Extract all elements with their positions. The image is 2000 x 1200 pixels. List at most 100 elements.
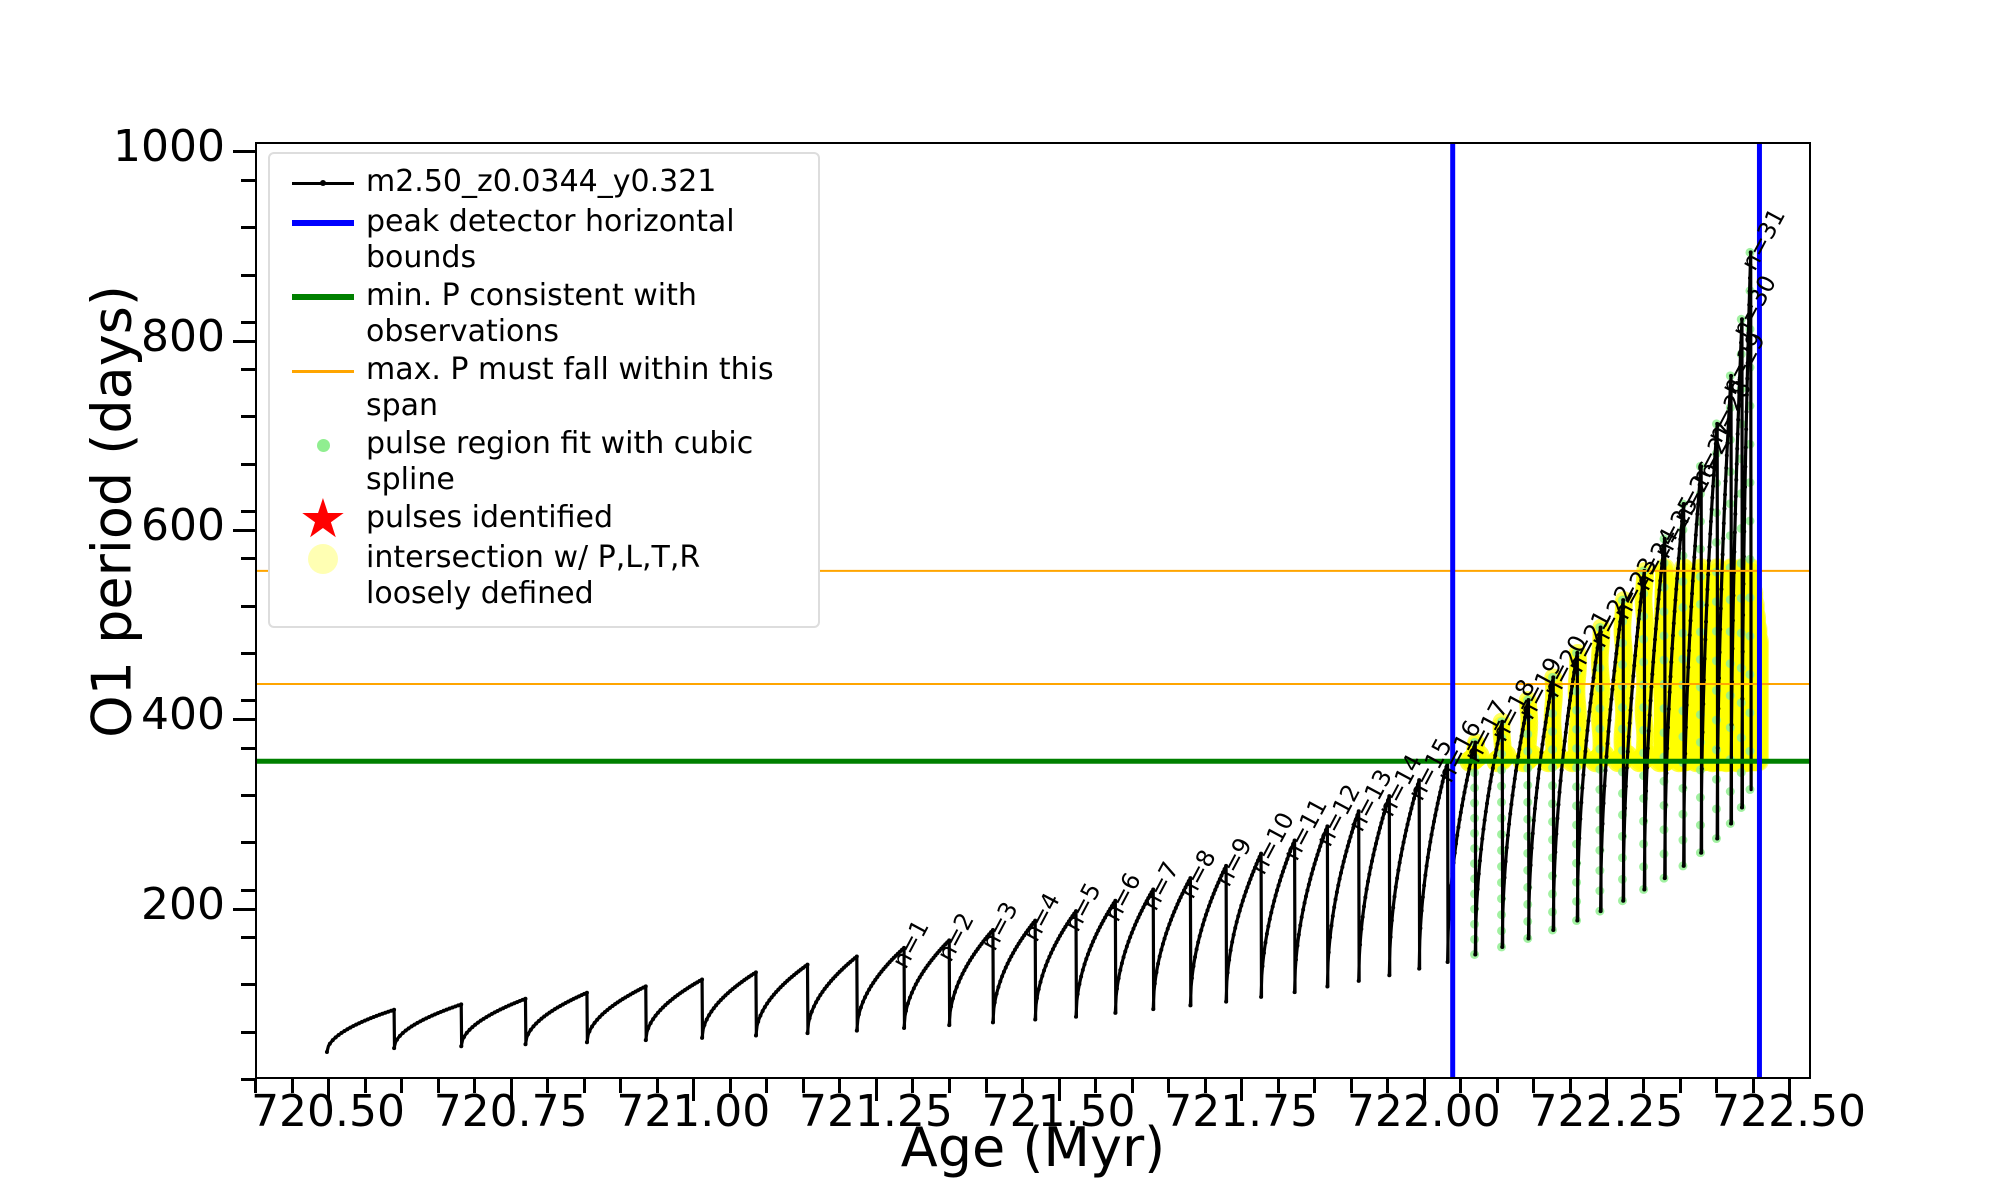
- x-tick-minor: [1276, 1079, 1280, 1093]
- x-tick-mark: [1057, 1079, 1061, 1101]
- x-tick-minor: [1459, 1079, 1463, 1093]
- y-tick-minor: [241, 1078, 255, 1081]
- y-tick-label: 800: [141, 310, 225, 362]
- y-tick-label: 400: [141, 689, 225, 741]
- x-tick-minor: [947, 1079, 951, 1093]
- period-curve-markers: [324, 250, 1753, 1054]
- legend-item[interactable]: ★ pulses identified: [284, 487, 804, 550]
- y-tick-minor: [241, 510, 255, 514]
- y-tick-label: 1000: [113, 121, 225, 173]
- x-tick-mark: [1240, 1079, 1244, 1101]
- legend-small-dot-icon: [284, 426, 362, 464]
- legend-large-dot-icon: [284, 540, 362, 578]
- legend-item-label: intersection w/ P,L,T,R loosely defined: [366, 540, 701, 611]
- x-tick-minor: [1130, 1079, 1134, 1093]
- y-tick-mark: [233, 339, 255, 343]
- x-tick-minor: [1349, 1079, 1353, 1093]
- y-tick-minor: [241, 888, 255, 892]
- x-tick-minor: [838, 1079, 842, 1093]
- legend-item-label: m2.50_z0.0344_y0.321: [366, 164, 717, 199]
- y-tick-minor: [241, 415, 255, 419]
- legend-item-label: max. P must fall within this span: [366, 352, 774, 423]
- vertical-bound-lines: [1450, 144, 1762, 1077]
- x-tick-minor: [1751, 1079, 1755, 1093]
- y-tick-mark: [233, 718, 255, 722]
- x-tick-minor: [619, 1079, 623, 1093]
- x-tick-mark: [1788, 1079, 1792, 1101]
- y-tick-minor: [241, 273, 255, 277]
- legend-thick-line-icon: [284, 278, 362, 316]
- x-tick-mark: [692, 1079, 696, 1101]
- legend-item-label: min. P consistent with observations: [366, 278, 697, 349]
- y-tick-minor: [241, 652, 255, 656]
- legend-item[interactable]: max. P must fall within this span: [284, 352, 804, 424]
- legend-thick-line-icon: [284, 204, 362, 242]
- y-tick-minor: [241, 178, 255, 182]
- y-tick-minor: [241, 936, 255, 940]
- x-tick-minor: [1021, 1079, 1025, 1093]
- x-tick-minor: [1495, 1079, 1499, 1093]
- x-tick-minor: [655, 1079, 659, 1093]
- x-tick-minor: [1203, 1079, 1207, 1093]
- legend-item[interactable]: m2.50_z0.0344_y0.321: [284, 164, 804, 202]
- x-tick-minor: [1094, 1079, 1098, 1093]
- x-tick-minor: [765, 1079, 769, 1093]
- x-tick-minor: [546, 1079, 550, 1093]
- x-tick-mark: [327, 1079, 331, 1101]
- y-tick-minor: [241, 841, 255, 845]
- y-tick-mark: [233, 150, 255, 154]
- y-tick-minor: [241, 226, 255, 230]
- legend-item-label: pulses identified: [366, 500, 613, 535]
- x-tick-minor: [1715, 1079, 1719, 1093]
- y-tick-minor: [241, 1030, 255, 1034]
- legend-item-label: peak detector horizontal bounds: [366, 204, 735, 275]
- x-tick-mark: [1422, 1079, 1426, 1101]
- x-tick-minor: [911, 1079, 915, 1093]
- y-tick-minor: [241, 368, 255, 372]
- legend-item[interactable]: min. P consistent with observations: [284, 278, 804, 350]
- y-tick-minor: [241, 320, 255, 324]
- x-tick-minor: [363, 1079, 367, 1093]
- x-tick-minor: [1678, 1079, 1682, 1093]
- x-tick-minor: [1313, 1079, 1317, 1093]
- plot-canvas: [257, 144, 1809, 1077]
- y-tick-label: 600: [141, 500, 225, 552]
- legend-star-icon: ★: [298, 487, 348, 550]
- x-tick-mark: [1605, 1079, 1609, 1101]
- x-tick-minor: [290, 1079, 294, 1093]
- x-tick-minor: [582, 1079, 586, 1093]
- x-tick-minor: [400, 1079, 404, 1093]
- y-tick-minor: [241, 604, 255, 608]
- x-tick-minor: [1641, 1079, 1645, 1093]
- x-tick-minor: [473, 1079, 477, 1093]
- y-tick-minor: [241, 983, 255, 987]
- legend-dot-icon: [320, 180, 326, 186]
- legend-line-marker-icon: [284, 164, 362, 202]
- y-tick-mark: [233, 529, 255, 533]
- x-tick-minor: [436, 1079, 440, 1093]
- x-tick-mark: [509, 1079, 513, 1101]
- y-tick-minor: [241, 746, 255, 750]
- y-tick-minor: [241, 462, 255, 466]
- x-tick-minor: [1167, 1079, 1171, 1093]
- x-tick-minor: [801, 1079, 805, 1093]
- x-tick-minor: [254, 1079, 257, 1093]
- x-tick-minor: [1386, 1079, 1390, 1093]
- legend-item-label: pulse region fit with cubic spline: [366, 426, 754, 497]
- x-tick-minor: [1568, 1079, 1572, 1093]
- x-tick-minor: [728, 1079, 732, 1093]
- legend-item[interactable]: peak detector horizontal bounds: [284, 204, 804, 276]
- legend-item[interactable]: intersection w/ P,L,T,R loosely defined: [284, 540, 804, 612]
- y-tick-minor: [241, 557, 255, 561]
- y-tick-mark: [233, 907, 255, 911]
- x-tick-minor: [984, 1079, 988, 1093]
- x-axis-label: Age (Myr): [900, 1116, 1166, 1179]
- y-tick-minor: [241, 699, 255, 703]
- legend-thin-line-icon: [284, 352, 362, 390]
- y-axis-label: O1 period (days): [80, 285, 144, 738]
- legend-item[interactable]: pulse region fit with cubic spline: [284, 426, 804, 498]
- y-tick-label: 200: [141, 878, 225, 930]
- y-tick-minor: [241, 794, 255, 798]
